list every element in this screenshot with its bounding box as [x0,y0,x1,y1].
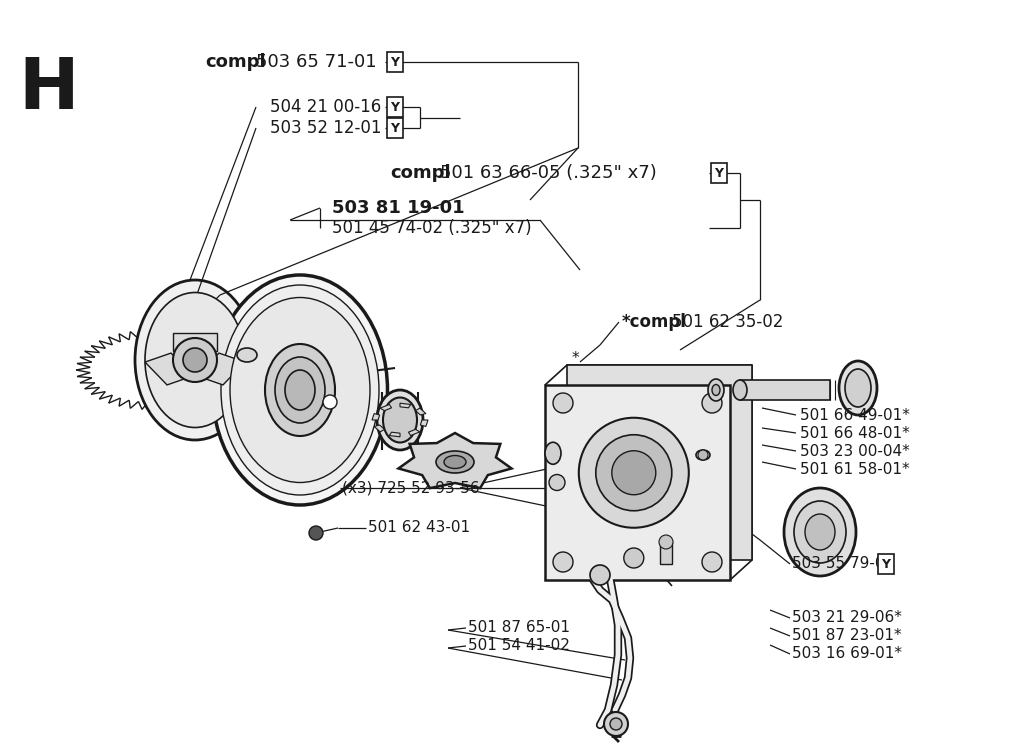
Bar [545,385,730,580]
Text: 504 21 00-16: 504 21 00-16 [270,98,381,116]
Text: Y: Y [390,55,399,69]
Ellipse shape [733,380,746,400]
Circle shape [323,395,337,409]
Polygon shape [420,420,428,426]
Circle shape [183,348,207,372]
Polygon shape [374,425,384,432]
Circle shape [590,565,610,585]
Polygon shape [380,405,391,410]
Ellipse shape [545,443,561,464]
Polygon shape [145,353,193,385]
Ellipse shape [221,285,379,495]
Text: *: * [571,350,579,366]
Text: 501 63 66-05 (.325" x7): 501 63 66-05 (.325" x7) [440,164,656,182]
Circle shape [698,450,708,460]
Ellipse shape [696,450,710,460]
Bar [660,542,672,564]
Ellipse shape [845,369,871,407]
Circle shape [549,475,565,490]
Text: 501 62 43-01: 501 62 43-01 [368,521,470,536]
Ellipse shape [135,280,255,440]
Ellipse shape [265,344,335,436]
Text: 503 81 19-01: 503 81 19-01 [332,199,465,217]
Ellipse shape [805,514,835,550]
Ellipse shape [708,379,724,401]
Circle shape [553,552,573,572]
Ellipse shape [237,348,257,362]
Text: Y: Y [882,557,891,571]
Polygon shape [197,353,245,385]
Text: compl: compl [390,164,451,182]
Ellipse shape [230,297,370,483]
Circle shape [173,338,217,382]
Polygon shape [389,432,400,437]
Circle shape [659,535,673,549]
Text: 501 87 23-01*: 501 87 23-01* [792,629,901,644]
Circle shape [702,552,722,572]
Polygon shape [173,333,217,351]
Circle shape [309,526,323,540]
Text: (x3) 725 52 93-56: (x3) 725 52 93-56 [342,481,479,495]
Ellipse shape [712,384,720,396]
Bar [740,380,830,400]
Polygon shape [398,433,512,488]
Text: 501 61 58-01*: 501 61 58-01* [800,461,909,477]
Text: compl: compl [205,53,265,71]
Bar [567,365,752,560]
Ellipse shape [377,390,423,450]
Polygon shape [409,429,420,436]
Text: Y: Y [390,121,399,135]
Ellipse shape [145,293,245,428]
Text: 503 23 00-04*: 503 23 00-04* [800,443,909,458]
Circle shape [579,418,689,527]
Text: 503 65 71-01: 503 65 71-01 [256,53,377,71]
Polygon shape [372,413,380,420]
Ellipse shape [285,370,315,410]
Text: Y: Y [715,166,724,180]
Polygon shape [400,403,411,408]
Circle shape [611,451,655,495]
Circle shape [624,548,644,568]
Ellipse shape [383,398,417,443]
Ellipse shape [794,501,846,563]
Text: 501 45 74-02 (.325" x7): 501 45 74-02 (.325" x7) [332,219,531,237]
Text: 501 54 41-02: 501 54 41-02 [468,638,570,653]
Ellipse shape [275,357,325,423]
Circle shape [610,718,622,730]
Text: 503 55 79-01: 503 55 79-01 [792,557,894,571]
Text: H: H [18,55,79,124]
Text: 501 62 35-02: 501 62 35-02 [672,313,783,331]
Text: 501 66 48-01*: 501 66 48-01* [800,425,909,440]
Circle shape [553,393,573,413]
Text: 503 21 29-06*: 503 21 29-06* [792,610,902,626]
Text: 503 16 69-01*: 503 16 69-01* [792,647,902,662]
Ellipse shape [436,451,474,473]
Circle shape [702,393,722,413]
Polygon shape [416,408,426,415]
Text: *compl: *compl [622,313,687,331]
Circle shape [604,712,628,736]
Circle shape [596,435,672,511]
Ellipse shape [213,275,387,505]
Ellipse shape [444,455,466,469]
Text: Y: Y [390,101,399,113]
Text: 501 66 49-01*: 501 66 49-01* [800,408,910,422]
Text: 503 52 12-01: 503 52 12-01 [270,119,382,137]
Ellipse shape [784,488,856,576]
Ellipse shape [839,361,877,415]
Text: 501 87 65-01: 501 87 65-01 [468,621,570,635]
